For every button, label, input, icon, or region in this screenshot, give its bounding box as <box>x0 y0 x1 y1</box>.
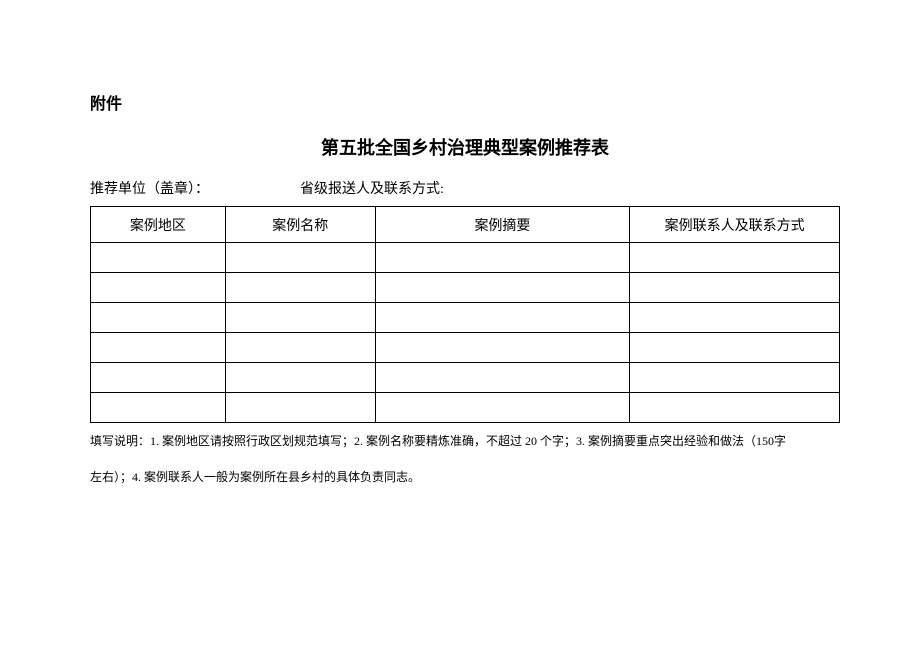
recommend-unit-label: 推荐单位（盖章）： <box>90 178 300 198</box>
column-header-summary: 案例摘要 <box>375 207 630 243</box>
table-cell <box>91 363 226 393</box>
table-row <box>91 363 840 393</box>
table-cell <box>225 273 375 303</box>
instructions-line1: 填写说明：1. 案例地区请按照行政区划规范填写；2. 案例名称要精炼准确，不超过… <box>90 431 840 453</box>
table-cell <box>225 363 375 393</box>
column-header-contact: 案例联系人及联系方式 <box>630 207 840 243</box>
table-cell <box>630 273 840 303</box>
table-cell <box>630 363 840 393</box>
table-cell <box>225 393 375 423</box>
table-cell <box>225 333 375 363</box>
table-cell <box>225 303 375 333</box>
table-cell <box>630 243 840 273</box>
reporter-contact-label: 省级报送人及联系方式: <box>300 178 840 198</box>
instructions-block: 填写说明：1. 案例地区请按照行政区划规范填写；2. 案例名称要精炼准确，不超过… <box>90 431 840 488</box>
table-cell <box>375 243 630 273</box>
table-cell <box>91 243 226 273</box>
attachment-label: 附件 <box>90 90 840 114</box>
table-row <box>91 243 840 273</box>
table-cell <box>630 393 840 423</box>
instructions-line2: 左右）；4. 案例联系人一般为案例所在县乡村的具体负责同志。 <box>90 467 840 489</box>
table-cell <box>91 303 226 333</box>
column-header-name: 案例名称 <box>225 207 375 243</box>
table-row <box>91 333 840 363</box>
sub-header-row: 推荐单位（盖章）： 省级报送人及联系方式: <box>90 178 840 198</box>
table-cell <box>375 393 630 423</box>
table-cell <box>225 243 375 273</box>
table-cell <box>630 333 840 363</box>
table-row <box>91 273 840 303</box>
table-header-row: 案例地区 案例名称 案例摘要 案例联系人及联系方式 <box>91 207 840 243</box>
table-cell <box>375 333 630 363</box>
table-cell <box>630 303 840 333</box>
table-cell <box>91 333 226 363</box>
column-header-region: 案例地区 <box>91 207 226 243</box>
table-cell <box>375 363 630 393</box>
table-row <box>91 393 840 423</box>
table-row <box>91 303 840 333</box>
table-cell <box>91 273 226 303</box>
document-title: 第五批全国乡村治理典型案例推荐表 <box>90 134 840 160</box>
table-cell <box>91 393 226 423</box>
table-cell <box>375 273 630 303</box>
table-cell <box>375 303 630 333</box>
recommendation-table: 案例地区 案例名称 案例摘要 案例联系人及联系方式 <box>90 206 840 423</box>
